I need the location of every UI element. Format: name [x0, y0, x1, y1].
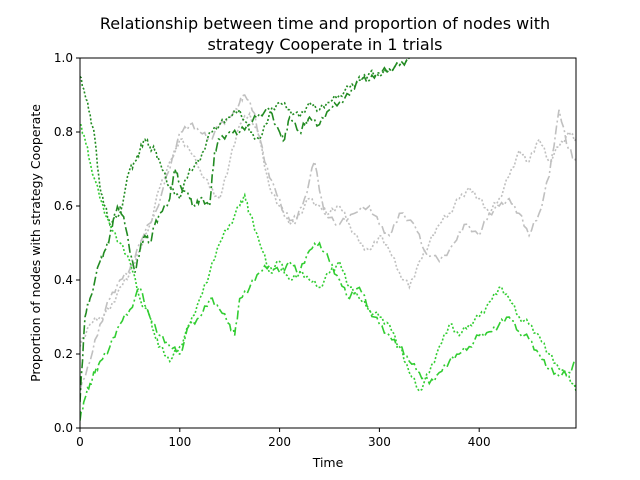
- y-tick-label: 1.0: [54, 51, 73, 65]
- x-axis-label: Time: [312, 455, 344, 470]
- x-axis: 0 100 200 300 400: [76, 428, 491, 449]
- y-tick-label: 0.8: [54, 125, 73, 139]
- plot-frame: [79, 57, 577, 429]
- y-tick-label: 0.2: [54, 347, 73, 361]
- chart-title-line2: strategy Cooperate in 1 trials: [208, 35, 443, 54]
- series-layer: [80, 58, 576, 421]
- y-tick-label: 0.0: [54, 421, 73, 435]
- y-tick-label: 0.4: [54, 273, 73, 287]
- series-line-1: [80, 94, 576, 392]
- x-tick-label: 300: [368, 435, 391, 449]
- x-tick-label: 100: [168, 435, 191, 449]
- x-tick-label: 200: [268, 435, 291, 449]
- series-line-2: [80, 111, 576, 347]
- chart-title-line1: Relationship between time and proportion…: [100, 14, 550, 33]
- series-line-5: [80, 241, 576, 421]
- x-tick-label: 400: [468, 435, 491, 449]
- y-tick-label: 0.6: [54, 199, 73, 213]
- y-axis-label: Proportion of nodes with strategy Cooper…: [28, 104, 43, 382]
- series-line-4: [80, 58, 410, 227]
- y-axis: 0.0 0.2 0.4 0.6 0.8 1.0: [54, 51, 80, 435]
- x-tick-label: 0: [76, 435, 84, 449]
- series-line-3: [80, 58, 410, 403]
